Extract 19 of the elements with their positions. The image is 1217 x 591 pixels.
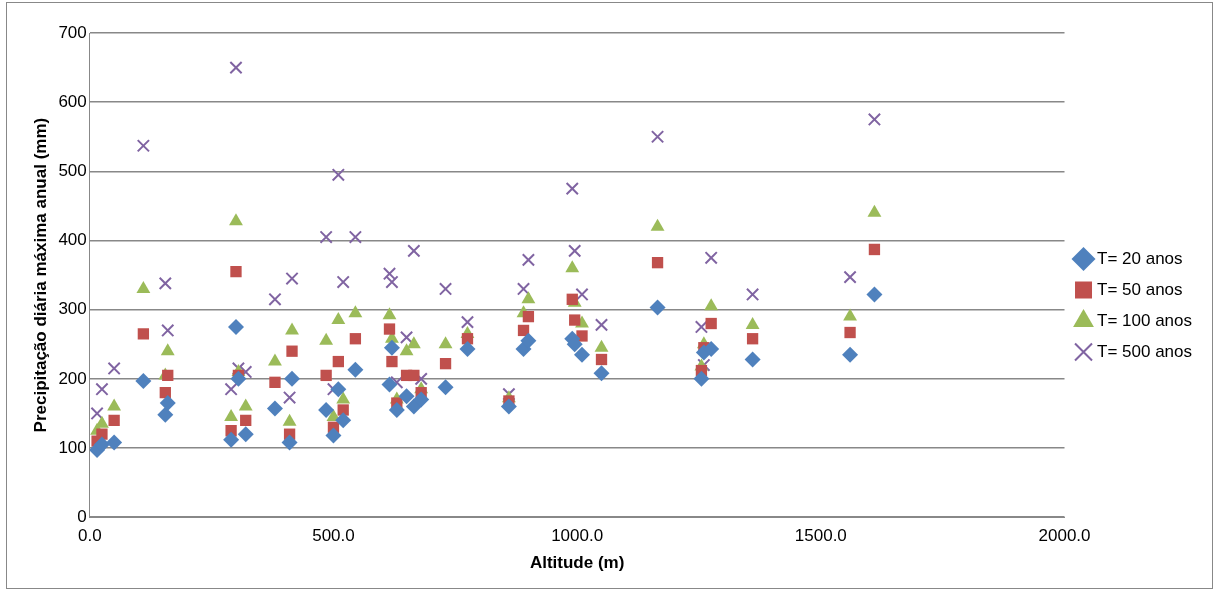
- legend-label: T= 500 anos: [1097, 341, 1193, 361]
- y-axis-title: Precipitação diária máxima anual (mm): [30, 117, 50, 433]
- x-tick-label: 2000.0: [1038, 526, 1091, 546]
- x-tick-label: 1500.0: [794, 526, 847, 546]
- y-tick-label: 600: [58, 91, 87, 111]
- y-tick-label: 0: [77, 506, 87, 526]
- legend-label: T= 20 anos: [1097, 248, 1183, 268]
- x-tick-label: 500.0: [312, 526, 355, 546]
- legend-label: T= 50 anos: [1097, 279, 1183, 299]
- y-tick-label: 100: [58, 437, 87, 457]
- y-tick-label: 400: [58, 230, 87, 250]
- x-axis-title: Altitude (m): [529, 553, 625, 573]
- y-tick-label: 500: [58, 161, 87, 181]
- x-tick-label: 0.0: [77, 526, 102, 546]
- legend-label: T= 100 anos: [1097, 310, 1193, 330]
- y-tick-label: 300: [58, 299, 87, 319]
- y-tick-label: 200: [58, 368, 87, 388]
- y-tick-label: 700: [58, 22, 87, 42]
- x-tick-label: 1000.0: [551, 526, 604, 546]
